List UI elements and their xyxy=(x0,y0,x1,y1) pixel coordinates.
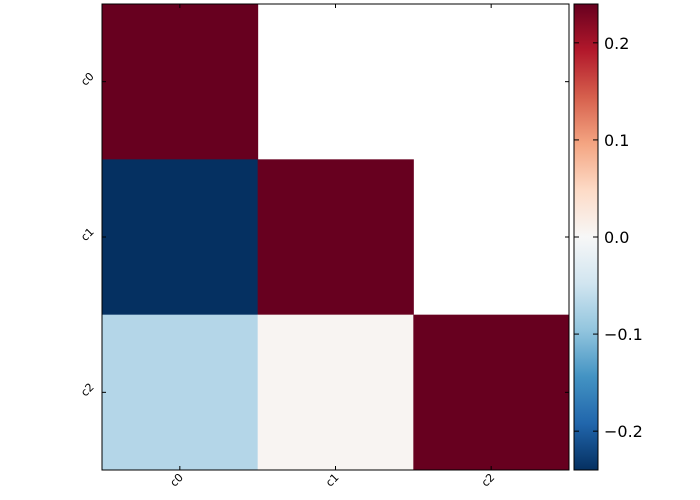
colorbar-ticks: 0.2 0.1 0.0 −0.1 −0.2 xyxy=(574,34,643,441)
heatmap-cell xyxy=(102,4,259,160)
y-tick-label: c0 xyxy=(78,70,96,88)
heatmap-cell xyxy=(102,314,259,471)
y-tick-label: c1 xyxy=(78,225,96,243)
colorbar-tick-label: 0.1 xyxy=(604,131,629,150)
heatmap-cells xyxy=(102,4,570,471)
heatmap-cell xyxy=(257,159,414,316)
colorbar-tick-label: −0.1 xyxy=(604,325,643,344)
x-tick-label: c2 xyxy=(479,471,497,489)
heatmap-cell xyxy=(102,159,259,316)
x-tick-label: c0 xyxy=(168,471,186,489)
colorbar-tick-label: −0.2 xyxy=(604,422,643,441)
heatmap-cell xyxy=(257,314,414,471)
x-tick-label: c1 xyxy=(323,471,341,489)
colorbar-tick-label: 0.2 xyxy=(604,34,629,53)
colorbar-tick-label: 0.0 xyxy=(604,228,629,247)
heatmap-cell xyxy=(413,314,570,471)
y-tick-label: c2 xyxy=(78,381,96,399)
